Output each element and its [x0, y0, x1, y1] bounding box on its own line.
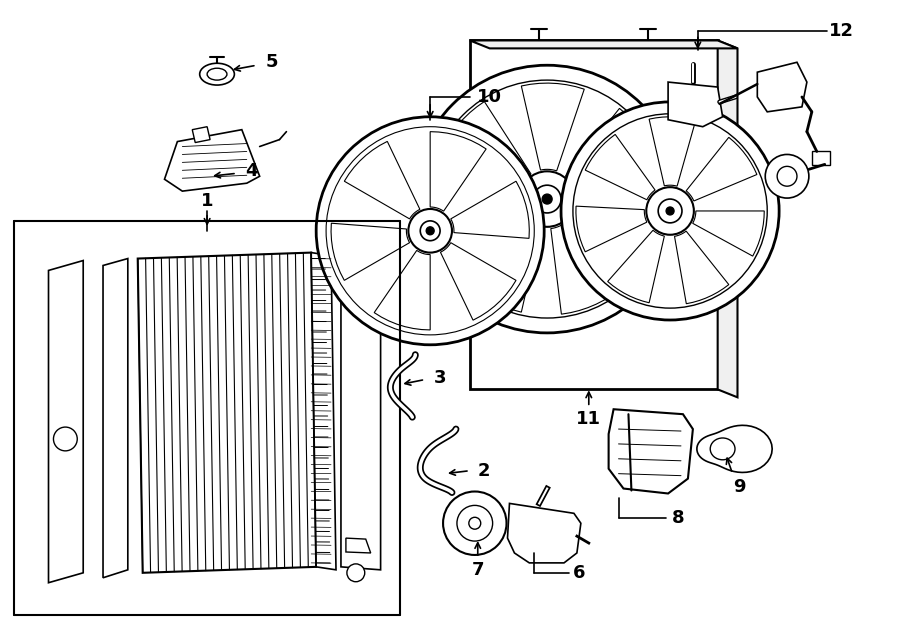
- Polygon shape: [693, 211, 764, 256]
- Circle shape: [316, 117, 544, 345]
- Circle shape: [534, 185, 561, 213]
- Text: 4: 4: [246, 162, 258, 180]
- Polygon shape: [331, 223, 410, 281]
- Text: 6: 6: [572, 564, 585, 582]
- Circle shape: [777, 166, 797, 186]
- Circle shape: [658, 199, 682, 223]
- Circle shape: [346, 564, 364, 582]
- Polygon shape: [470, 40, 737, 48]
- Text: 11: 11: [576, 410, 601, 428]
- Polygon shape: [138, 252, 316, 573]
- Polygon shape: [443, 101, 531, 186]
- Text: 9: 9: [734, 478, 746, 496]
- Polygon shape: [165, 130, 260, 191]
- Text: 2: 2: [478, 462, 490, 480]
- Circle shape: [443, 492, 507, 555]
- Polygon shape: [341, 256, 381, 570]
- Circle shape: [561, 102, 779, 320]
- Circle shape: [427, 227, 434, 235]
- Polygon shape: [346, 538, 371, 553]
- Polygon shape: [585, 134, 655, 200]
- Circle shape: [413, 65, 681, 333]
- Circle shape: [519, 171, 575, 227]
- Circle shape: [469, 517, 481, 529]
- Circle shape: [53, 427, 77, 451]
- Ellipse shape: [200, 64, 234, 85]
- Text: 10: 10: [477, 88, 502, 106]
- Polygon shape: [508, 503, 580, 563]
- Polygon shape: [608, 230, 664, 303]
- Polygon shape: [103, 259, 128, 578]
- Ellipse shape: [207, 68, 227, 80]
- Polygon shape: [697, 425, 772, 473]
- Bar: [812, 152, 830, 166]
- Polygon shape: [674, 231, 729, 304]
- Polygon shape: [440, 243, 516, 320]
- Polygon shape: [193, 126, 210, 143]
- Polygon shape: [466, 220, 541, 312]
- Polygon shape: [374, 250, 430, 330]
- Polygon shape: [668, 82, 723, 126]
- Polygon shape: [470, 40, 717, 390]
- Circle shape: [420, 221, 440, 241]
- Text: 12: 12: [829, 22, 854, 40]
- Polygon shape: [649, 117, 696, 186]
- Text: 7: 7: [472, 561, 484, 579]
- Polygon shape: [717, 40, 737, 397]
- Circle shape: [646, 187, 694, 235]
- Polygon shape: [608, 409, 693, 494]
- Circle shape: [666, 207, 674, 215]
- Polygon shape: [572, 199, 663, 260]
- Circle shape: [765, 155, 809, 198]
- Polygon shape: [451, 181, 529, 238]
- Ellipse shape: [710, 438, 735, 460]
- Polygon shape: [551, 222, 619, 314]
- Text: 5: 5: [266, 53, 278, 71]
- Circle shape: [542, 194, 552, 204]
- Text: 3: 3: [434, 369, 446, 386]
- Polygon shape: [521, 83, 584, 171]
- Circle shape: [457, 505, 492, 541]
- Polygon shape: [757, 62, 807, 112]
- Polygon shape: [311, 252, 336, 570]
- Polygon shape: [49, 261, 83, 583]
- Text: 1: 1: [201, 192, 213, 210]
- Polygon shape: [686, 137, 757, 201]
- Polygon shape: [430, 132, 486, 211]
- Text: 8: 8: [671, 509, 684, 527]
- Circle shape: [409, 209, 452, 252]
- Polygon shape: [431, 187, 520, 249]
- Polygon shape: [576, 206, 647, 252]
- Polygon shape: [345, 141, 420, 219]
- Polygon shape: [566, 108, 656, 189]
